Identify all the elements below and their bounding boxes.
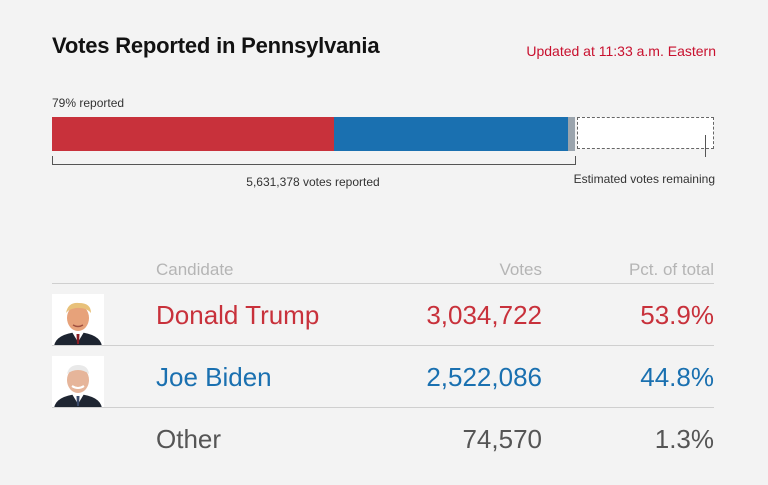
column-header-votes: Votes — [499, 260, 542, 279]
candidate-pct: 1.3% — [654, 424, 714, 454]
votes-reported-label: 5,631,378 votes reported — [246, 175, 380, 189]
estimated-remaining-label: Estimated votes remaining — [573, 172, 715, 186]
column-header-candidate: Candidate — [156, 260, 234, 279]
percent-reported-label: 79% reported — [52, 96, 125, 110]
remaining-marker — [705, 135, 706, 157]
biden-avatar — [52, 356, 104, 408]
bar-segment-remaining — [577, 117, 714, 149]
trump-avatar — [52, 294, 104, 346]
candidate-pct: 44.8% — [640, 362, 714, 392]
votes-progress-bar — [52, 117, 714, 151]
row-divider — [52, 407, 714, 408]
updated-timestamp: Updated at 11:33 a.m. Eastern — [526, 43, 716, 59]
candidate-votes: 3,034,722 — [426, 300, 542, 330]
page-title: Votes Reported in Pennsylvania — [52, 33, 380, 58]
candidate-votes: 2,522,086 — [426, 362, 542, 392]
candidate-name: Donald Trump — [156, 300, 320, 330]
row-divider — [52, 283, 714, 284]
candidate-votes: 74,570 — [462, 424, 542, 454]
row-divider — [52, 345, 714, 346]
trump-portrait-icon — [52, 294, 104, 346]
column-header-pct: Pct. of total — [628, 260, 714, 279]
candidate-name: Other — [156, 424, 222, 454]
bar-segment-biden — [334, 117, 568, 151]
bar-segment-trump — [52, 117, 334, 151]
bar-segment-other — [568, 117, 575, 151]
reported-bracket — [52, 156, 576, 165]
candidate-name: Joe Biden — [156, 362, 272, 392]
candidate-pct: 53.9% — [640, 300, 714, 330]
biden-portrait-icon — [52, 356, 104, 408]
